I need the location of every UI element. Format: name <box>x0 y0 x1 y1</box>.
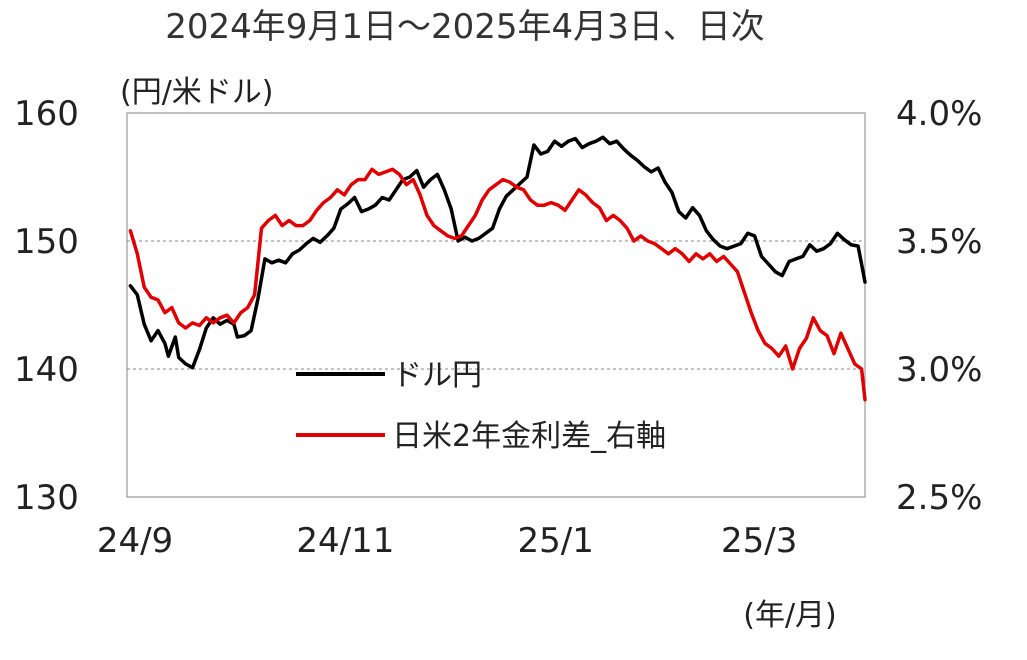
right-tick-label: 4.0% <box>896 94 982 134</box>
left-tick-label: 130 <box>14 478 79 518</box>
x-axis-unit: (年/月) <box>743 598 837 633</box>
series-lines <box>128 135 867 402</box>
right-axis: 2.5% 3.0% 3.5% 4.0% <box>896 94 982 518</box>
left-tick-label: 140 <box>14 350 79 390</box>
chart-title: 2024年9月1日～2025年4月3日、日次 <box>165 7 765 47</box>
legend-label-usdjpy: ドル円 <box>392 358 482 393</box>
series-line-spread <box>128 167 867 402</box>
right-tick-label: 3.5% <box>896 222 982 262</box>
right-tick-label: 3.0% <box>896 350 982 390</box>
legend: ドル円 日米2年金利差_右軸 <box>296 358 666 454</box>
x-tick-label: 24/11 <box>296 521 394 561</box>
left-axis: 130 140 150 160 <box>14 94 79 518</box>
left-tick-label: 150 <box>14 222 79 262</box>
left-tick-label: 160 <box>14 94 79 134</box>
gridlines <box>127 240 865 370</box>
series-line-usdjpy <box>128 135 867 370</box>
x-axis: 24/9 24/11 25/1 25/3 <box>97 521 798 561</box>
left-axis-unit: (円/米ドル) <box>120 75 274 110</box>
legend-label-spread: 日米2年金利差_右軸 <box>392 419 666 454</box>
x-tick-label: 24/9 <box>97 521 173 561</box>
plot-frame <box>126 112 866 498</box>
right-tick-label: 2.5% <box>896 478 982 518</box>
x-tick-label: 25/1 <box>518 521 594 561</box>
x-tick-label: 25/3 <box>721 521 797 561</box>
